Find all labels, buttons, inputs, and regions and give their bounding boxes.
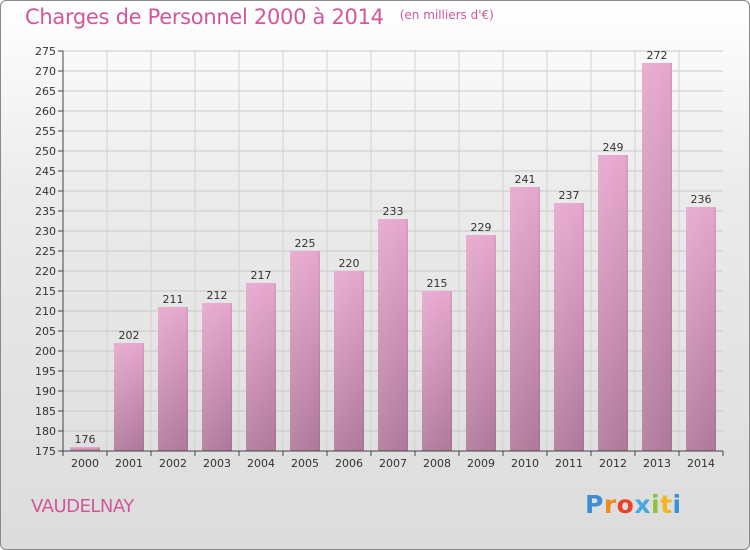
x-tick-label: 2008: [423, 457, 451, 470]
x-tick-label: 2012: [599, 457, 627, 470]
x-tick-label: 2001: [115, 457, 143, 470]
data-label: 236: [691, 193, 712, 206]
axes: 175 180 185 190 195 200 205 210 215 220 225 230 235 2…: [35, 45, 724, 470]
y-tick-label: 220: [35, 265, 56, 278]
y-tick-label: 255: [35, 125, 56, 138]
x-tick-label: 2005: [291, 457, 319, 470]
y-tick-label: 235: [35, 205, 56, 218]
bar-shade-2011: [554, 203, 584, 451]
y-tick-label: 230: [35, 225, 56, 238]
bar-shade-2003: [202, 303, 232, 451]
bar-shade-2000: [70, 447, 100, 451]
x-tick-label: 2010: [511, 457, 539, 470]
bar-shade-2009: [466, 235, 496, 451]
y-tick-label: 205: [35, 325, 56, 338]
bars: [70, 63, 716, 451]
commune-name: VAUDELNAY: [31, 496, 134, 517]
x-tick-label: 2003: [203, 457, 231, 470]
x-tick-label: 2013: [643, 457, 671, 470]
y-tick-label: 250: [35, 145, 56, 158]
bar-shade-2001: [114, 343, 144, 451]
y-tick-label: 195: [35, 365, 56, 378]
data-label: 202: [119, 329, 140, 342]
x-tick-label: 2007: [379, 457, 407, 470]
logo-letter: i: [672, 490, 682, 519]
data-label: 237: [559, 189, 580, 202]
data-label: 225: [295, 237, 316, 250]
bar-shade-2006: [334, 271, 364, 451]
bar-shade-2012: [598, 155, 628, 451]
data-label: 229: [471, 221, 492, 234]
data-label: 249: [603, 141, 624, 154]
y-tick-label: 180: [35, 425, 56, 438]
chart-title: Charges de Personnel 2000 à 2014: [25, 5, 384, 29]
y-tick-label: 270: [35, 65, 56, 78]
chart-title-block: Charges de Personnel 2000 à 2014 (en mill…: [25, 5, 494, 29]
data-label: 212: [207, 289, 228, 302]
data-label: 211: [163, 293, 184, 306]
data-label: 217: [251, 269, 272, 282]
x-tick-label: 2004: [247, 457, 275, 470]
y-tick-label: 245: [35, 165, 56, 178]
y-tick-label: 175: [35, 445, 56, 458]
bar-shade-2005: [290, 251, 320, 451]
logo-letter: o: [616, 490, 635, 519]
bar-shade-2007: [378, 219, 408, 451]
y-tick-label: 265: [35, 85, 56, 98]
logo-letter: t: [660, 490, 673, 519]
data-label: 176: [75, 433, 96, 446]
bar-shade-2013: [642, 63, 672, 451]
logo-letter: P: [585, 490, 604, 519]
x-tick-label: 2011: [555, 457, 583, 470]
logo-letter: x: [634, 490, 651, 519]
data-label: 272: [647, 49, 668, 62]
y-tick-label: 200: [35, 345, 56, 358]
bar-shade-2008: [422, 291, 452, 451]
data-label: 241: [515, 173, 536, 186]
data-label: 233: [383, 205, 404, 218]
logo-letter: r: [603, 490, 617, 519]
y-tick-label: 225: [35, 245, 56, 258]
data-labels: 176 202 211 212 217 225 220 233 215 229 241 237 249 2…: [75, 49, 712, 446]
logo-letter: i: [651, 490, 661, 519]
y-tick-label: 275: [35, 45, 56, 58]
y-tick-label: 260: [35, 105, 56, 118]
x-tick-label: 2000: [71, 457, 99, 470]
bar-shade-2004: [246, 283, 276, 451]
proxiti-logo: Proxiti: [585, 490, 682, 519]
y-tick-label: 215: [35, 285, 56, 298]
x-tick-label: 2002: [159, 457, 187, 470]
bar-shade-2002: [158, 307, 188, 451]
y-tick-label: 190: [35, 385, 56, 398]
x-tick-label: 2014: [687, 457, 715, 470]
data-label: 220: [339, 257, 360, 270]
y-tick-label: 210: [35, 305, 56, 318]
x-tick-label: 2009: [467, 457, 495, 470]
bar-shade-2014: [686, 207, 716, 451]
x-tick-label: 2006: [335, 457, 363, 470]
y-tick-label: 240: [35, 185, 56, 198]
data-label: 215: [427, 277, 448, 290]
chart-subtitle: (en milliers d'€): [399, 8, 494, 22]
bar-shade-2010: [510, 187, 540, 451]
y-tick-label: 185: [35, 405, 56, 418]
